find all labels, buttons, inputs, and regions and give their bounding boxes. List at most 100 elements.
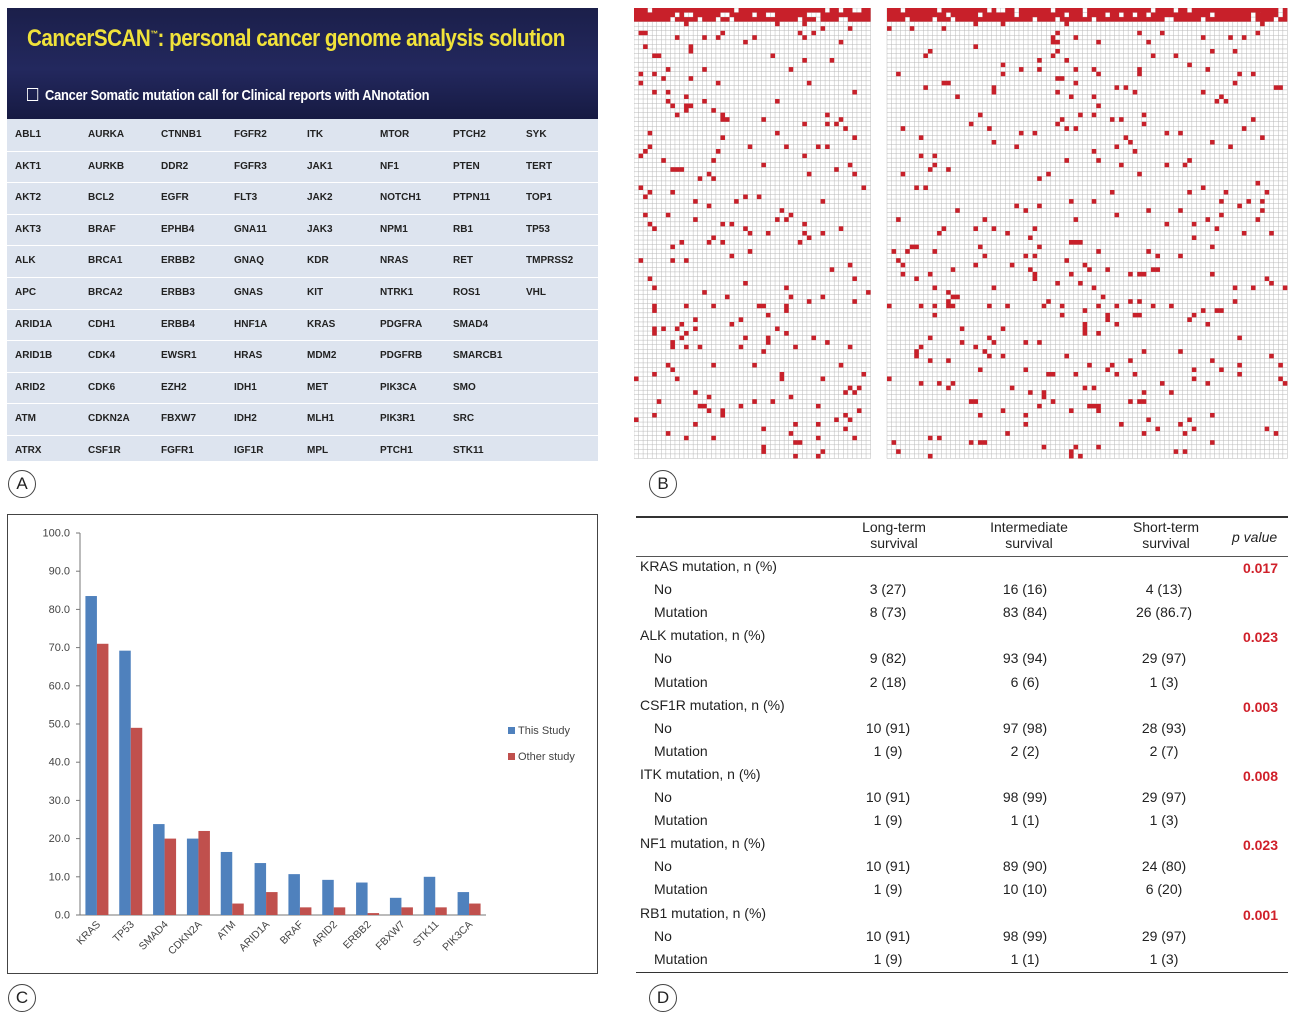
bar-this-study-fbxw7 — [389, 897, 402, 915]
gene-name: NTRK1 — [380, 287, 414, 298]
gene-name: MTOR — [380, 129, 410, 140]
trademark: ™ — [150, 29, 158, 39]
group-label: CSF1R mutation, n (%) — [640, 696, 785, 713]
x-tick-label: TP53 — [111, 919, 137, 945]
gene-name: ROS1 — [453, 287, 481, 298]
gene-name: PIK3CA — [380, 381, 417, 393]
bar-this-study-tp53 — [119, 650, 131, 915]
bar-this-study-arid2 — [322, 879, 334, 915]
y-tick-label: 30.0 — [49, 795, 70, 807]
group-label: KRAS mutation, n (%) — [640, 558, 777, 574]
bar-this-study-pik3ca — [457, 892, 470, 915]
gene-name: FGFR1 — [161, 445, 194, 456]
cell-value: 1 (3) — [1149, 950, 1179, 967]
row-label: No — [654, 650, 672, 667]
gene-name: TP53 — [526, 223, 550, 235]
header-p-value: p value — [1232, 529, 1278, 545]
cell-value: 10 (91) — [865, 927, 911, 944]
row-label: No — [654, 789, 672, 805]
bar-this-study-smad4 — [153, 824, 165, 915]
bar-this-study-arid1a — [254, 863, 267, 915]
gene-name: NOTCH1 — [380, 192, 422, 204]
row-label: No — [654, 927, 672, 944]
bar-other-study-erbb2 — [367, 913, 380, 915]
gene-name: PTPN11 — [453, 192, 491, 204]
table-bottom-rule — [636, 972, 1288, 973]
title-rest: : personal cancer genome analysis soluti… — [157, 25, 566, 52]
gene-name: ATM — [15, 413, 36, 425]
cell-value: 9 (82) — [869, 650, 907, 667]
header-int-line2: survival — [1005, 535, 1053, 551]
bar-this-study-erbb2 — [356, 882, 368, 915]
heatmap-gridlines — [886, 7, 1288, 459]
p-value: 0.023 — [1242, 837, 1278, 854]
gene-name: KRAS — [307, 318, 336, 330]
cell-value: 29 (97) — [1141, 927, 1187, 944]
gene-row-divider — [7, 213, 598, 215]
gene-name: KDR — [307, 255, 329, 267]
x-tick-label: KRAS — [74, 919, 103, 948]
gene-name: BRCA2 — [88, 287, 123, 298]
legend-label: This Study — [518, 725, 570, 737]
survival-table: Long-term survival Intermediate survival S… — [636, 514, 1290, 974]
gene-name: STK11 — [453, 445, 484, 456]
gene-name: JAK3 — [307, 223, 333, 235]
gene-row-divider — [7, 182, 598, 184]
subtitle-text: Cancer Somatic mutation call for Clinica… — [45, 87, 430, 104]
cell-value: 3 (27) — [869, 581, 907, 598]
header-long-line2: survival — [870, 535, 918, 551]
bar-other-study-cdkn2a — [198, 830, 210, 915]
bar-other-study-braf — [299, 907, 312, 915]
gene-name: KIT — [307, 287, 324, 298]
cell-value: 29 (97) — [1141, 650, 1187, 667]
x-tick-label: BRAF — [278, 919, 306, 947]
gene-name: ERBB4 — [161, 318, 195, 330]
slide-subtitle: Cancer Somatic mutation call for Clinica… — [27, 87, 429, 104]
group-label: RB1 mutation, n (%) — [640, 904, 767, 921]
gene-name: EZH2 — [161, 381, 187, 393]
gene-name: ALK — [15, 255, 36, 267]
bar-other-study-atm — [232, 903, 244, 915]
gene-name: SMO — [453, 381, 476, 393]
cell-value: 1 (9) — [873, 812, 903, 829]
gene-row-divider — [7, 308, 598, 310]
gene-name: EGFR — [161, 192, 189, 204]
gene-name: MPL — [307, 445, 329, 456]
gene-row-divider — [7, 245, 598, 247]
p-value: 0.008 — [1242, 767, 1278, 784]
bar-this-study-kras — [85, 596, 97, 915]
header-intermediate: Intermediate survival — [976, 519, 1082, 551]
gene-name: SMAD4 — [453, 318, 489, 330]
header-long-line1: Long-term — [862, 519, 926, 535]
gene-name: DDR2 — [161, 160, 189, 172]
cell-value: 1 (9) — [873, 950, 903, 967]
p-value: 0.003 — [1242, 698, 1278, 715]
gene-name: GNAQ — [234, 255, 264, 267]
panel-label-b: B — [649, 470, 677, 498]
gene-name: NPM1 — [380, 223, 408, 235]
gene-row-divider — [7, 435, 598, 436]
x-tick-label: ATM — [215, 919, 239, 943]
checkbox-icon — [27, 88, 39, 101]
bar-other-study-fbxw7 — [401, 907, 413, 915]
gene-panel-slide: CancerSCAN™: personal cancer genome anal… — [7, 8, 598, 461]
gene-name: SMARCB1 — [453, 350, 503, 362]
p-value: 0.023 — [1242, 629, 1278, 646]
cell-value: 83 (84) — [1002, 604, 1048, 621]
cell-value: 1 (3) — [1149, 812, 1179, 829]
gene-name: IDH2 — [234, 413, 257, 425]
cell-value: 6 (20) — [1145, 881, 1183, 898]
gene-name: FGFR3 — [234, 160, 267, 172]
cell-value: 10 (91) — [865, 789, 911, 805]
row-label: Mutation — [654, 604, 708, 621]
header-short-line1: Short-term — [1132, 519, 1200, 535]
gene-name: ARID1B — [15, 350, 53, 362]
row-label: Mutation — [654, 673, 708, 690]
y-tick-label: 70.0 — [49, 642, 70, 654]
cell-value: 1 (9) — [873, 742, 903, 759]
p-value: 0.017 — [1242, 560, 1278, 576]
gene-name: CDK4 — [88, 350, 116, 362]
group-label: ITK mutation, n (%) — [640, 765, 761, 782]
gene-name: IGF1R — [234, 445, 264, 456]
heatmap-svg — [633, 7, 1288, 459]
